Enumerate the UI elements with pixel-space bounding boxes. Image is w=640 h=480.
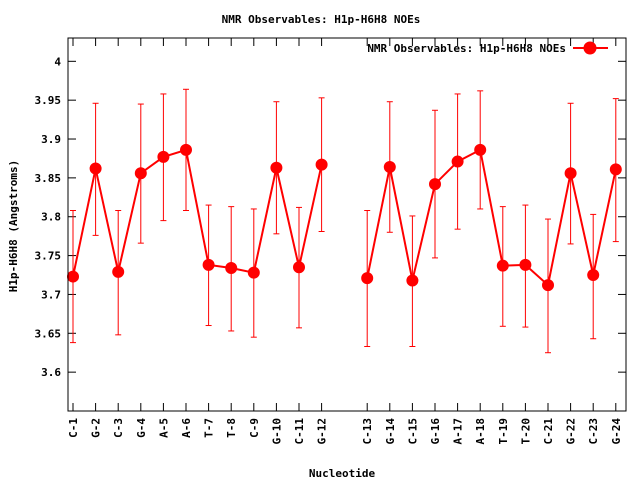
data-point	[112, 265, 125, 278]
x-tick-label: C-13	[361, 418, 374, 445]
y-tick-label: 3.75	[35, 250, 62, 263]
x-tick-label: C-11	[293, 418, 306, 445]
x-tick-label: A-18	[474, 418, 487, 445]
x-tick-label: C-9	[248, 418, 261, 438]
data-point	[609, 163, 622, 176]
data-point	[225, 262, 238, 275]
data-point	[134, 167, 147, 180]
x-tick-label: C-23	[587, 418, 600, 445]
data-point	[519, 258, 532, 271]
data-point	[180, 143, 192, 156]
x-tick-label: G-14	[384, 418, 397, 445]
data-point	[587, 269, 600, 282]
data-point	[202, 258, 215, 271]
x-tick-label: A-17	[452, 418, 465, 445]
data-point	[315, 158, 328, 171]
x-axis-label: Nucleotide	[309, 467, 376, 480]
y-tick-label: 3.9	[41, 133, 61, 146]
x-tick-label: C-21	[542, 418, 555, 445]
data-point	[157, 150, 170, 163]
x-tick-label: G-22	[565, 418, 578, 445]
x-tick-label: T-7	[203, 418, 216, 438]
axis-ticks: 3.6 3.65 3.7 3.75 3.8 3.85 3.9 3.95 4 C-1 G-2 C-3 G-…	[35, 38, 626, 445]
data-point	[383, 160, 396, 173]
data-point	[406, 274, 419, 287]
y-tick-label: 3.85	[35, 172, 62, 185]
data-point	[564, 167, 577, 180]
y-tick-label: 3.6	[41, 366, 61, 379]
data-point	[67, 270, 79, 283]
data-point	[474, 143, 487, 156]
x-tick-label: G-16	[429, 418, 442, 445]
y-tick-label: 3.65	[35, 327, 62, 340]
data-point	[542, 279, 554, 292]
x-tick-label: G-10	[270, 418, 283, 445]
data-point	[496, 259, 509, 272]
data-point	[293, 261, 305, 274]
series-line	[72, 148, 323, 277]
x-tick-label: G-2	[90, 418, 103, 438]
x-tick-label: C-15	[406, 418, 419, 445]
x-tick-label: C-1	[67, 418, 80, 438]
x-tick-label: C-3	[112, 418, 125, 438]
series-line	[366, 148, 617, 288]
legend-label: NMR Observables: H1p-H6H8 NOEs	[367, 42, 566, 55]
x-tick-label: T-20	[519, 418, 532, 445]
y-tick-label: 4	[54, 55, 61, 68]
x-tick-label: A-5	[157, 418, 170, 438]
data-point	[89, 162, 102, 175]
x-tick-label: G-4	[135, 418, 148, 438]
data-point	[451, 155, 464, 168]
legend-marker	[583, 41, 597, 55]
y-tick-label: 3.8	[41, 211, 61, 224]
data-point	[361, 272, 374, 285]
x-tick-label: G-12	[316, 418, 329, 445]
y-axis-label: H1p-H6H8 (Angstroms)	[7, 160, 20, 292]
y-tick-label: 3.7	[41, 288, 61, 301]
chart-title: NMR Observables: H1p-H6H8 NOEs	[222, 13, 421, 26]
x-tick-label: T-19	[497, 418, 510, 445]
x-tick-label: G-24	[610, 418, 623, 445]
y-tick-label: 3.95	[35, 94, 62, 107]
plot-data	[67, 88, 622, 354]
plot-frame	[67, 37, 627, 412]
legend: NMR Observables: H1p-H6H8 NOEs	[367, 41, 608, 55]
x-tick-label: A-6	[180, 418, 193, 438]
data-point	[270, 161, 283, 174]
data-point	[429, 178, 441, 191]
data-point	[247, 266, 260, 279]
x-tick-label: T-8	[225, 418, 238, 438]
